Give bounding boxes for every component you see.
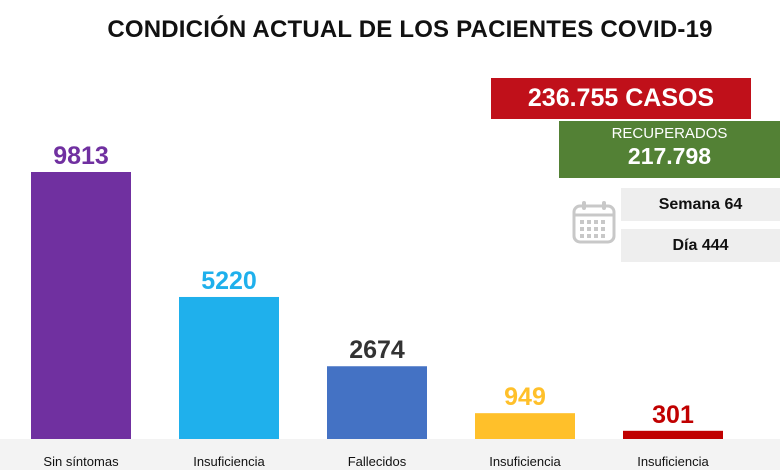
category-label-4: Insuficiencia (489, 454, 561, 469)
recovered-value: 217.798 (627, 143, 712, 169)
category-label-5: Insuficiencia (637, 454, 709, 469)
bar-value-label-4: 949 (504, 383, 546, 411)
week-indicator: Semana 64 (621, 188, 780, 221)
bar-value-label-2: 5220 (201, 267, 257, 295)
bar-value-label-3: 2674 (349, 336, 405, 364)
category-label-1: Sin síntomas (43, 454, 119, 469)
recovered-label: RECUPERADOS (611, 125, 728, 142)
bar-4 (475, 413, 575, 439)
bar-value-label-5: 301 (652, 401, 694, 429)
day-indicator: Día 444 (621, 229, 780, 262)
bar-5 (623, 430, 723, 439)
category-label-3: Fallecidos (348, 454, 407, 469)
x-axis-band (0, 439, 780, 470)
calendar-icon (572, 201, 616, 244)
bar-value-label-1: 9813 (53, 142, 109, 170)
page-title: CONDICIÓN ACTUAL DE LOS PACIENTES COVID-… (107, 16, 713, 43)
category-label-2: Insuficiencia (193, 454, 265, 469)
bar-2 (179, 296, 279, 439)
recovered-banner: RECUPERADOS 217.798 (559, 121, 780, 178)
bar-1 (31, 172, 131, 439)
bar-3 (327, 366, 427, 439)
total-cases-banner: 236.755 CASOS (491, 78, 751, 119)
